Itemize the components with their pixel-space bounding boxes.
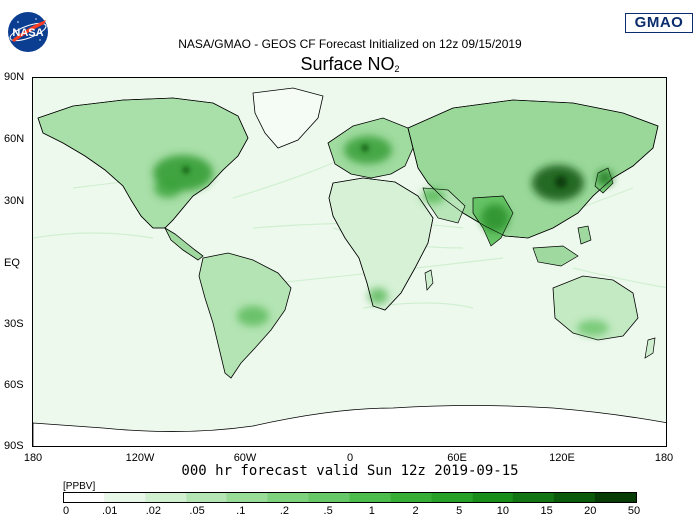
colorbar-segment <box>145 493 187 502</box>
lat-label-eq: EQ <box>4 257 20 269</box>
lon-label-60e: 60E <box>447 452 467 464</box>
lat-label-30n: 30N <box>4 195 25 207</box>
colorbar-segment <box>309 493 351 502</box>
forecast-valid-line: 000 hr forecast valid Sun 12z 2019-09-15 <box>181 463 519 479</box>
gmao-logo: GMAO <box>625 13 693 33</box>
colorbar-segment <box>390 493 432 502</box>
colorbar-segment <box>431 493 473 502</box>
lat-label-30s: 30S <box>4 318 24 330</box>
colorbar-tick-label: 2 <box>412 505 419 517</box>
nasa-logo-text: NASA <box>12 27 43 39</box>
no2-map <box>32 77 667 447</box>
colorbar-segment <box>472 493 514 502</box>
coastlines <box>37 97 659 311</box>
lat-label-90s: 90S <box>4 440 24 452</box>
colorbar-tick-label: .2 <box>279 505 290 517</box>
colorbar-segment <box>104 493 146 502</box>
colorbar-segment <box>268 493 310 502</box>
colorbar-tick-label: 0 <box>62 505 70 517</box>
colorbar-tick-label: 15 <box>540 505 553 517</box>
lon-label-180w: 180 <box>23 452 43 464</box>
page-title: Surface NO2 <box>0 54 700 75</box>
australia <box>552 275 639 341</box>
no2-hotspots <box>153 136 613 336</box>
central-america <box>164 226 204 261</box>
title-main: Surface NO <box>300 54 395 74</box>
colorbar-segment <box>350 493 391 502</box>
colorbar-segment <box>64 493 105 502</box>
lon-label-180e: 180 <box>654 452 674 464</box>
new-zealand <box>644 337 656 359</box>
indonesia <box>532 245 579 267</box>
colorbar-units: [PPBV] <box>63 481 96 492</box>
colorbar-segment <box>513 493 555 502</box>
lon-label-120w: 120W <box>125 452 155 464</box>
lon-label-120e: 120E <box>549 452 575 464</box>
colorbar-tick-label: .1 <box>236 505 246 517</box>
nasa-logo: NASA <box>6 10 50 54</box>
colorbar-tick-label: .05 <box>189 505 205 517</box>
colorbar-tick-label: 50 <box>627 505 641 517</box>
lat-label-90n: 90N <box>4 71 25 83</box>
forecast-initialized-line: NASA/GMAO - GEOS CF Forecast Initialized… <box>178 37 522 51</box>
colorbar <box>63 492 637 503</box>
colorbar-tick-label: .01 <box>102 505 118 517</box>
lat-label-60s: 60S <box>4 379 24 391</box>
antarctica <box>33 405 666 446</box>
colorbar-tick-label: .5 <box>323 505 333 517</box>
colorbar-segment <box>554 493 596 502</box>
colorbar-tick-label: 1 <box>368 505 375 517</box>
no2-peaks <box>182 144 567 188</box>
title-subscript: 2 <box>394 64 400 74</box>
lat-label-60n: 60N <box>4 133 25 145</box>
world-map-svg <box>33 78 666 446</box>
madagascar <box>424 269 434 291</box>
colorbar-segment <box>186 493 228 502</box>
lon-label-0: 0 <box>346 452 354 464</box>
colorbar-tick-label: .02 <box>145 505 162 517</box>
greenland <box>252 87 324 149</box>
colorbar-tick-label: 5 <box>456 505 463 517</box>
colorbar-tick-label: 20 <box>584 505 597 517</box>
colorbar-segment <box>227 493 269 502</box>
philippines <box>577 225 592 245</box>
colorbar-tick-label: 10 <box>496 505 510 517</box>
colorbar-segment <box>595 493 637 502</box>
lon-label-60w: 60W <box>233 452 257 464</box>
